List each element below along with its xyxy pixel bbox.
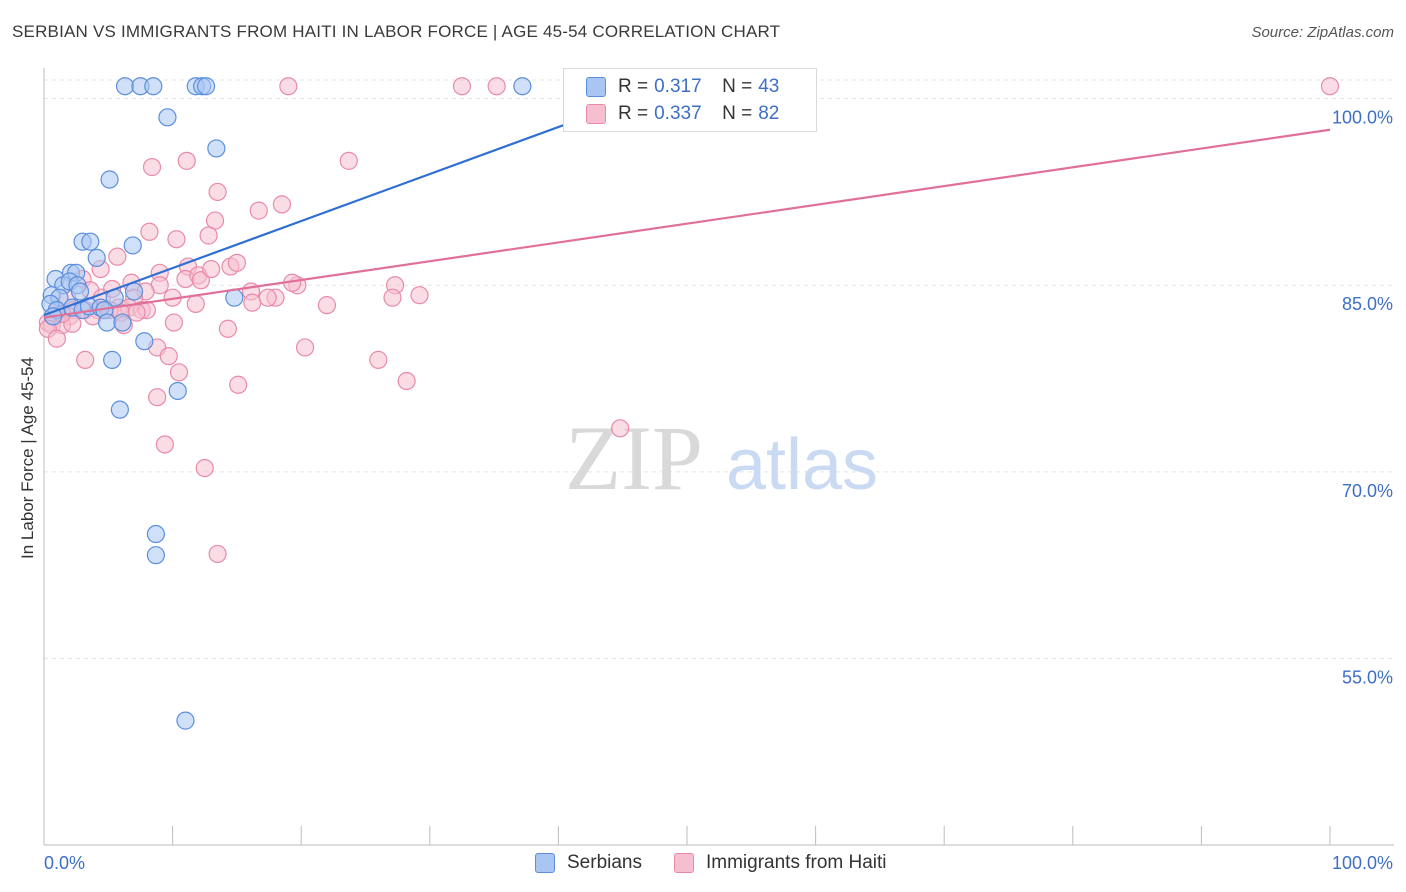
watermark-atlas: atlas (726, 425, 878, 505)
haiti-point (397, 371, 416, 391)
serbians-point (115, 77, 135, 96)
haiti-point (272, 195, 292, 214)
serbians-point (207, 139, 226, 158)
serbians-point (146, 524, 165, 544)
serbians-point (123, 236, 142, 255)
haiti-point (127, 303, 146, 322)
haiti-point (208, 182, 227, 202)
haiti-point (218, 319, 237, 338)
serbians-point (144, 77, 163, 96)
n-value: 82 (758, 103, 780, 124)
y-tick-label: 55.0% (1342, 667, 1393, 687)
y-tick-label: 100.0% (1332, 108, 1393, 128)
serbians-legend-swatch (535, 853, 555, 873)
points-layer (38, 77, 1340, 730)
serbians-point (135, 332, 154, 351)
stats-row-serbians: R = 0.317 N = 43 (586, 75, 779, 99)
haiti-trend-line (43, 128, 1331, 319)
haiti-point (229, 375, 248, 394)
haiti-legend-label: Immigrants from Haiti (706, 852, 887, 873)
watermark: ZIP atlas (565, 407, 878, 509)
r-value: 0.317 (654, 76, 702, 97)
haiti-point (452, 77, 472, 96)
legend-item-haiti[interactable]: Immigrants from Haiti (674, 852, 887, 874)
haiti-point (47, 329, 66, 348)
x-tick-label: 0.0% (44, 853, 85, 873)
haiti-point (155, 435, 174, 454)
series-legend: Serbians Immigrants from Haiti (535, 852, 919, 874)
haiti-point (249, 201, 268, 220)
r-value: 0.337 (654, 103, 702, 124)
watermark-zip: ZIP (565, 407, 703, 509)
serbians-point (168, 381, 187, 401)
source-credit: Source: ZipAtlas.com (1251, 24, 1394, 41)
tick-labels: 55.0% 70.0% 85.0% 100.0% 0.0% 100.0% (44, 108, 1393, 873)
haiti-point (169, 363, 189, 382)
haiti-point (279, 77, 298, 96)
y-tick-label: 70.0% (1342, 481, 1393, 501)
haiti-point (164, 313, 183, 332)
haiti-point (339, 151, 358, 170)
haiti-legend-swatch (674, 853, 694, 873)
haiti-point (199, 226, 218, 245)
serbians-point (513, 77, 532, 96)
serbians-point (196, 77, 216, 96)
haiti-point (227, 253, 246, 272)
haiti-point (191, 271, 210, 290)
haiti-point (295, 338, 315, 357)
haiti-point (108, 247, 127, 266)
serbians-point (176, 711, 195, 730)
legend-item-serbians[interactable]: Serbians (535, 852, 642, 874)
r-label: R = (618, 76, 649, 97)
serbians-point (103, 350, 122, 369)
serbians-swatch (586, 77, 606, 97)
haiti-point (369, 350, 388, 369)
serbians-point (146, 546, 165, 565)
serbians-point (113, 313, 132, 332)
serbians-point (100, 170, 119, 189)
serbians-point (81, 232, 100, 251)
stats-legend: R = 0.317 N = 43 R = 0.337 N = 82 (563, 68, 817, 132)
serbians-point (70, 282, 90, 301)
haiti-point (195, 458, 214, 478)
haiti-point (142, 157, 162, 177)
haiti-point (167, 230, 186, 249)
haiti-point (186, 294, 205, 314)
n-label: N = (722, 76, 753, 97)
haiti-point (140, 222, 159, 241)
serbians-point (97, 313, 117, 332)
axes-layer (43, 68, 1394, 846)
haiti-point (202, 259, 221, 279)
y-tick-label: 85.0% (1342, 294, 1393, 314)
r-label: R = (618, 103, 649, 124)
haiti-point (410, 286, 429, 305)
haiti-point (148, 388, 167, 407)
haiti-point (383, 288, 402, 307)
haiti-point (177, 151, 196, 170)
serbians-point (110, 400, 129, 419)
haiti-point (258, 288, 277, 307)
x-tick-label: 100.0% (1332, 853, 1393, 873)
haiti-point (1320, 77, 1340, 96)
serbians-point (158, 108, 177, 127)
haiti-point (208, 544, 227, 564)
serbians-point (87, 248, 106, 267)
haiti-point (317, 296, 337, 315)
haiti-point (611, 419, 630, 438)
stats-row-haiti: R = 0.337 N = 82 (586, 102, 779, 126)
n-value: 43 (758, 76, 780, 97)
haiti-point (76, 350, 95, 369)
haiti-point (487, 77, 506, 96)
n-label: N = (722, 103, 753, 124)
grid-layer (44, 79, 1394, 659)
chart-title: SERBIAN VS IMMIGRANTS FROM HAITI IN LABO… (12, 22, 781, 41)
haiti-point (243, 293, 262, 312)
serbians-legend-label: Serbians (567, 852, 642, 873)
haiti-swatch (586, 104, 606, 124)
haiti-point (159, 347, 178, 366)
